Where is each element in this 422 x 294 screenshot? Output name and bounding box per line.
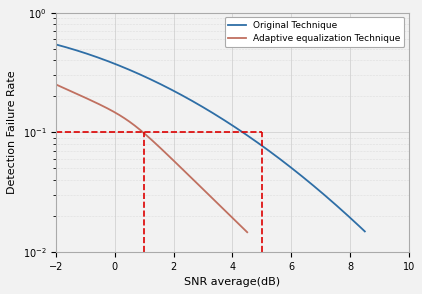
Adaptive equalization Technique bbox=[245, 230, 250, 234]
Adaptive equalization Technique bbox=[54, 83, 59, 86]
Adaptive equalization Technique bbox=[167, 155, 172, 158]
Original Technique bbox=[307, 180, 312, 184]
Line: Original Technique: Original Technique bbox=[56, 44, 365, 231]
Adaptive equalization Technique bbox=[54, 83, 59, 86]
Original Technique bbox=[221, 118, 226, 121]
Legend: Original Technique, Adaptive equalization Technique: Original Technique, Adaptive equalizatio… bbox=[225, 17, 404, 47]
Original Technique bbox=[202, 106, 207, 110]
X-axis label: SNR average(dB): SNR average(dB) bbox=[184, 277, 281, 287]
Original Technique bbox=[200, 105, 205, 109]
Adaptive equalization Technique bbox=[170, 158, 176, 162]
Adaptive equalization Technique bbox=[215, 201, 220, 205]
Original Technique bbox=[237, 128, 242, 132]
Original Technique bbox=[355, 223, 360, 226]
Line: Adaptive equalization Technique: Adaptive equalization Technique bbox=[56, 84, 247, 232]
Original Technique bbox=[54, 43, 59, 46]
Original Technique bbox=[362, 230, 368, 233]
Adaptive equalization Technique bbox=[167, 155, 172, 159]
Adaptive equalization Technique bbox=[227, 213, 232, 217]
Y-axis label: Detection Failure Rate: Detection Failure Rate bbox=[7, 71, 17, 194]
